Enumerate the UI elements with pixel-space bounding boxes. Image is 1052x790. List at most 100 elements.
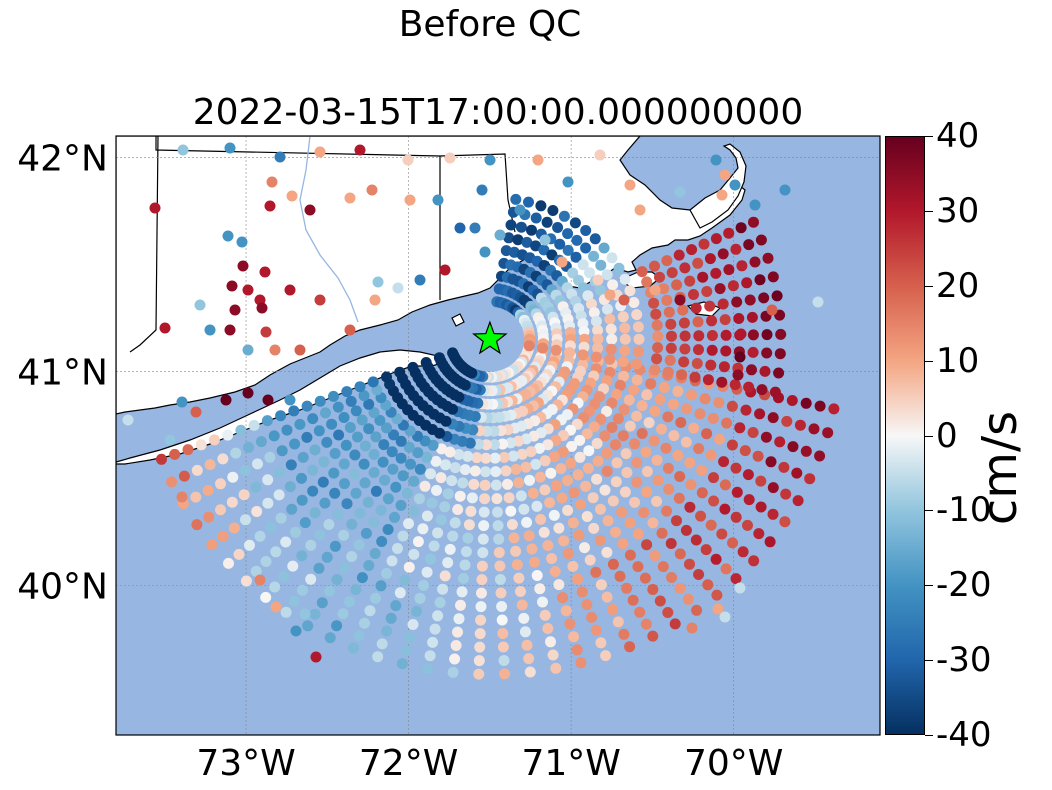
velocity-point [324, 585, 336, 597]
velocity-point [535, 200, 547, 212]
velocity-point [567, 517, 579, 529]
velocity-point [680, 436, 692, 448]
velocity-point [717, 298, 729, 310]
velocity-point [309, 507, 321, 519]
velocity-point [190, 406, 202, 418]
velocity-point [463, 519, 475, 531]
velocity-point [414, 274, 426, 286]
velocity-point [426, 497, 438, 509]
velocity-point [387, 463, 399, 475]
velocity-point [332, 508, 344, 520]
velocity-point [518, 612, 530, 624]
velocity-point [340, 439, 352, 451]
velocity-point [575, 657, 587, 669]
velocity-point [800, 397, 812, 409]
velocity-point [734, 422, 746, 434]
velocity-point [760, 431, 772, 443]
velocity-point [422, 663, 434, 675]
velocity-point [610, 476, 622, 488]
velocity-point [666, 330, 677, 342]
velocity-point [578, 333, 590, 345]
velocity-point [583, 445, 595, 457]
velocity-point [576, 586, 588, 598]
velocity-point [693, 569, 705, 580]
velocity-point [261, 415, 273, 427]
velocity-point [444, 543, 456, 555]
velocity-point [662, 607, 674, 618]
velocity-point [348, 468, 360, 480]
velocity-point [647, 584, 659, 595]
velocity-point [726, 439, 738, 451]
velocity-point [226, 280, 238, 292]
velocity-point [704, 253, 716, 265]
velocity-point [748, 555, 760, 567]
velocity-point [704, 300, 716, 312]
velocity-point [592, 274, 604, 286]
velocity-point [610, 439, 621, 451]
velocity-point [520, 461, 532, 473]
velocity-point [313, 425, 325, 437]
velocity-point [680, 524, 692, 536]
velocity-point [191, 464, 203, 476]
velocity-point [652, 474, 664, 486]
velocity-point [641, 486, 653, 498]
velocity-point [692, 257, 704, 269]
velocity-point [658, 382, 670, 393]
velocity-point [601, 405, 613, 417]
colorbar-tick [925, 585, 933, 587]
velocity-point [503, 492, 515, 504]
velocity-point [828, 403, 840, 415]
velocity-point [662, 411, 674, 423]
velocity-point [627, 594, 639, 606]
velocity-point [552, 222, 564, 233]
colorbar-tick [925, 360, 933, 362]
velocity-point [735, 222, 747, 234]
velocity-point [595, 579, 607, 591]
velocity-point [661, 294, 673, 306]
velocity-point [274, 466, 285, 478]
velocity-point [332, 401, 344, 413]
velocity-point [203, 511, 215, 523]
velocity-point [746, 311, 758, 323]
velocity-point [632, 346, 644, 358]
velocity-point [338, 562, 350, 574]
velocity-point [397, 470, 409, 482]
velocity-point [632, 561, 644, 573]
velocity-point [775, 328, 787, 340]
velocity-point [427, 636, 439, 648]
velocity-point [329, 540, 341, 552]
velocity-point [705, 449, 717, 461]
velocity-point [457, 477, 469, 489]
velocity-point [521, 236, 533, 248]
velocity-point [531, 500, 543, 512]
velocity-point [408, 505, 420, 517]
velocity-point [632, 528, 644, 540]
velocity-point [590, 624, 602, 636]
star-icon [472, 320, 508, 355]
velocity-point [215, 478, 226, 490]
velocity-point [489, 439, 500, 451]
velocity-point [238, 489, 250, 501]
velocity-point [484, 154, 496, 166]
velocity-point [619, 273, 631, 285]
velocity-point [570, 251, 582, 263]
velocity-point [223, 557, 234, 569]
velocity-point [651, 319, 663, 331]
velocity-point [624, 517, 636, 529]
velocity-point [663, 306, 675, 318]
velocity-point [672, 385, 684, 397]
velocity-point [658, 283, 670, 295]
velocity-point [479, 246, 491, 258]
velocity-point [230, 447, 242, 459]
velocity-point [567, 560, 579, 572]
velocity-point [779, 516, 791, 528]
velocity-point [368, 407, 380, 419]
velocity-point [624, 549, 636, 561]
velocity-point [434, 597, 446, 608]
velocity-point [572, 469, 584, 481]
velocity-point [656, 527, 668, 539]
velocity-point [604, 353, 616, 365]
velocity-point [665, 538, 677, 549]
velocity-point [320, 407, 331, 419]
velocity-point [651, 353, 663, 365]
